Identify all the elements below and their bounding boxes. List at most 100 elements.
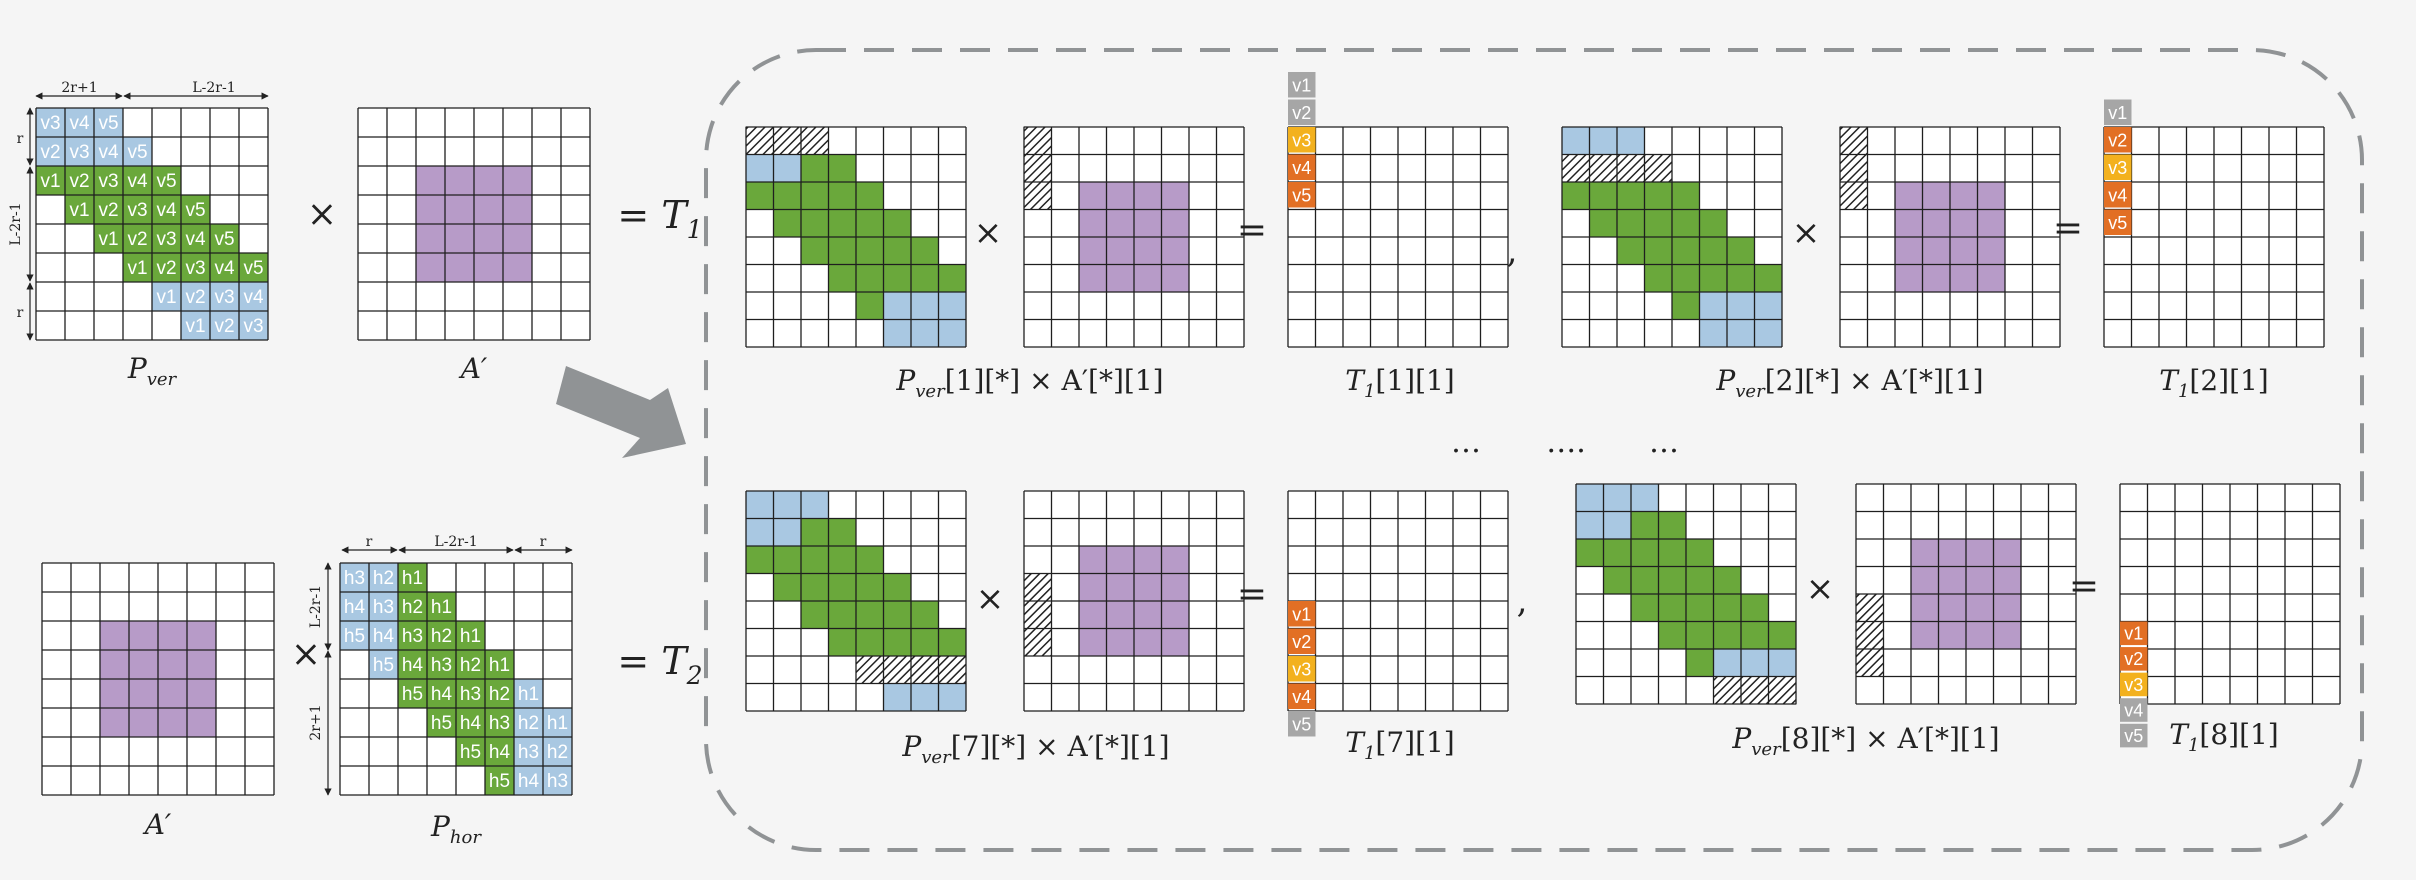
panel2-t-vcell-label: v5 <box>2108 213 2127 233</box>
pver-cell-fill <box>152 166 181 195</box>
panel4-t-vcell <box>2120 723 2148 748</box>
panel1-pver-band <box>938 292 966 320</box>
pver-cell-label: v2 <box>98 200 118 221</box>
phor-cell-fill <box>398 592 427 621</box>
pver-cell-label: v5 <box>127 142 147 163</box>
phor-cell-fill <box>427 650 456 679</box>
panel3-pver-band <box>801 546 829 574</box>
phor-cell-label: h4 <box>431 684 453 705</box>
panel4-pver-band <box>1576 511 1604 539</box>
dashed-region <box>704 48 2364 852</box>
panel4-t-vcell <box>2120 647 2148 671</box>
panel4-pver-band <box>1741 649 1769 677</box>
panel1-pver-band <box>883 264 911 292</box>
phor-cell-fill <box>369 563 398 592</box>
pver-cell-label: v4 <box>214 258 235 279</box>
ellipsis-2: …. <box>1546 425 1586 460</box>
phor-cell-fill <box>427 708 456 737</box>
panel1-pver-band <box>856 292 884 320</box>
panel3-pver-band <box>856 628 884 656</box>
panel2-equals: = <box>2053 208 2083 249</box>
phor-cell-fill <box>543 708 572 737</box>
phor-cell-label: h3 <box>431 655 452 676</box>
pver-cell-fill <box>181 253 210 282</box>
panel3-pver-band <box>746 546 774 574</box>
pver-cell-label: v4 <box>243 287 264 308</box>
panel3-pver-band <box>746 491 774 519</box>
pver-side-ann-c: r <box>17 305 24 321</box>
panel2-pver-band <box>1754 264 1782 292</box>
pver-cell-label: v4 <box>69 113 90 134</box>
pver-top-ann-b: L-2r-1 <box>192 80 235 96</box>
panel2-t-vcell-label: v3 <box>2108 158 2127 178</box>
phor-cell-fill <box>456 737 485 766</box>
phor-cell-label: h3 <box>460 684 481 705</box>
panel1-pver-band <box>828 209 856 237</box>
panel2-pver-band <box>1699 319 1727 347</box>
phor-cell-fill <box>398 621 427 650</box>
phor-cell-fill <box>369 592 398 621</box>
panel4-t-caption: T1[8][1] <box>2169 718 2278 756</box>
pver-cell-label: v3 <box>127 200 147 221</box>
phor-cell-fill <box>543 766 572 795</box>
pver-cell-fill <box>94 108 123 137</box>
panel1-t-vcell <box>1288 154 1316 180</box>
pver-cell-label: v4 <box>156 200 177 221</box>
phor-cell-label: h5 <box>402 684 423 705</box>
phor-cell-label: h4 <box>344 597 366 618</box>
pver-cell-label: v4 <box>127 171 148 192</box>
pver-label: Pver <box>127 352 178 390</box>
pver-cell-fill <box>239 282 268 311</box>
panel4-pver-band <box>1658 511 1686 539</box>
phor-cell-fill <box>485 679 514 708</box>
phor-cell-fill <box>485 708 514 737</box>
panel1-pver-band <box>938 319 966 347</box>
panel4-pver-band <box>1631 511 1659 539</box>
pver-cell-label: v2 <box>214 316 234 337</box>
aprime-bottom-grid <box>41 562 275 796</box>
panel2-pver-band <box>1727 292 1755 320</box>
panel1-t-vcell-label: v4 <box>1292 158 1311 178</box>
pver-cell-label: v1 <box>127 258 147 279</box>
panel2-pver-band <box>1617 237 1645 265</box>
panel1-equals: = <box>1237 210 1267 251</box>
phor-cell-fill <box>340 563 369 592</box>
pver-cell-label: v3 <box>156 229 176 250</box>
big-arrow <box>556 366 686 458</box>
pver-cell-fill <box>181 195 210 224</box>
panel2-pver-band <box>1699 237 1727 265</box>
panel4-t-vcell-label: v1 <box>2124 624 2143 644</box>
panel3-pver-band <box>911 683 939 711</box>
panel2-t-vcell <box>2104 127 2132 153</box>
panel2-pver-band <box>1699 292 1727 320</box>
phor-cell-fill <box>514 708 543 737</box>
phor-cell-label: h5 <box>460 742 481 763</box>
panel3-t-vcell-label: v4 <box>1292 687 1311 707</box>
phor-cell-label: h1 <box>547 713 568 734</box>
panel3-caption: Pver[7][*] × A′[*][1] <box>901 730 1169 768</box>
panel3-t-vcell-label: v3 <box>1292 659 1311 679</box>
panel1-pver-band <box>856 264 884 292</box>
phor-cell-fill <box>340 592 369 621</box>
panel1-pver-band <box>801 182 829 210</box>
pver-cell-label: v2 <box>69 171 89 192</box>
panel1-pver-band <box>801 237 829 265</box>
pver-cell-fill <box>239 311 268 340</box>
pver-cell-label: v3 <box>69 142 89 163</box>
panel4-pver-grid <box>1575 483 1797 705</box>
panel4-pver-band <box>1603 484 1631 512</box>
panel3-pver-band <box>911 628 939 656</box>
panel4-pver-band <box>1686 621 1714 649</box>
pver-cell-fill <box>123 253 152 282</box>
pver-cell-fill <box>152 195 181 224</box>
pver-side-ann-a: r <box>17 131 24 147</box>
phor-cell-label: h3 <box>518 742 539 763</box>
panel3-pver-band <box>828 601 856 629</box>
panel1-pver-band <box>746 154 774 182</box>
panel3-t-vcell <box>1288 683 1316 709</box>
pver-cell-fill <box>94 195 123 224</box>
panel4-pver-band <box>1686 539 1714 567</box>
pver-cell-fill <box>210 224 239 253</box>
panel4-t-grid <box>2119 483 2341 705</box>
panel3-pver-band <box>883 628 911 656</box>
